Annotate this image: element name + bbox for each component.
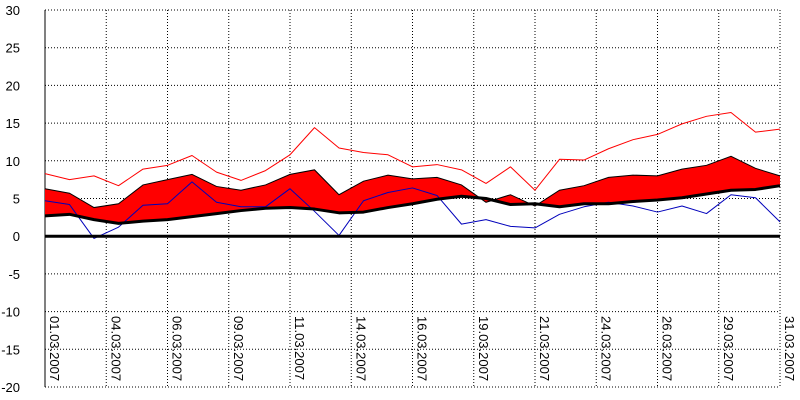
x-tick-label: 29.03.2007 [721,316,736,381]
x-tick-label: 04.03.2007 [108,316,123,381]
band-fill [45,156,780,224]
y-tick-label: 30 [6,3,20,18]
x-tick-label: 31.03.2007 [782,316,797,381]
x-tick-labels: 01.03.2007 04.03.2007 06.03.2007 09.03.2007… [47,316,797,381]
band-upper-edge [44,155,781,209]
y-tick-label: 20 [6,78,20,93]
x-tick-label: 11.03.2007 [292,316,307,380]
x-tick-label: 26.03.2007 [660,316,675,381]
x-tick-label: 14.03.2007 [353,316,368,381]
series-lines [44,112,781,239]
x-tick-label: 01.03.2007 [47,316,62,381]
x-tick-label: 24.03.2007 [598,316,613,381]
series-line-thin-blue [44,181,781,239]
y-tick-label: -15 [1,342,20,357]
x-tick-label: 16.03.2007 [415,316,430,381]
y-tick-labels: 30 25 20 15 10 5 0 -5 -10 -15 -20 [1,3,20,395]
y-tick-label: 10 [6,154,20,169]
x-tick-label: 09.03.2007 [231,316,246,381]
x-tick-label: 06.03.2007 [170,316,185,381]
x-tick-label: 19.03.2007 [476,316,491,381]
y-tick-label: 0 [13,229,20,244]
series-line-thick-black [44,184,781,225]
band-area [44,155,781,224]
y-tick-label: -20 [1,380,20,395]
y-tick-label: 15 [6,116,20,131]
y-tick-label: 25 [6,41,20,56]
y-tick-label: -5 [8,267,20,282]
series-line-thin-red [44,112,781,191]
y-tick-label: -10 [1,305,20,320]
y-tick-label: 5 [13,192,20,207]
x-tick-label: 21.03.2007 [537,316,552,381]
